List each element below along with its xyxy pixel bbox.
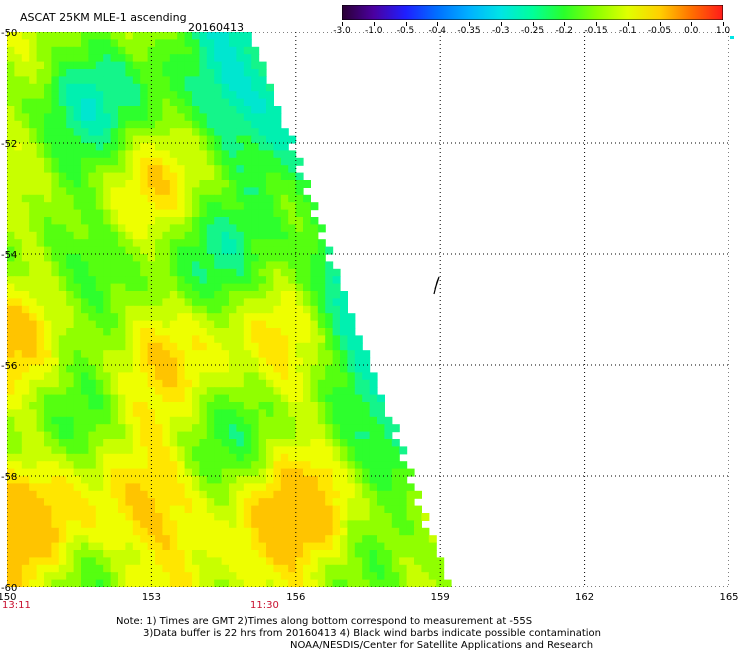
colorbar-tick: [500, 22, 502, 26]
colorbar-label: -3.0: [333, 26, 351, 36]
colorbar-tick: [564, 22, 566, 26]
colorbar-label: -0.05: [647, 26, 672, 36]
colorbar-tick: [437, 22, 439, 26]
colorbar-label: 0.0: [684, 26, 699, 36]
longitude-label: 156: [286, 592, 306, 603]
note-line-3: NOAA/NESDIS/Center for Satellite Applica…: [290, 640, 594, 651]
map-date: 20160413: [188, 21, 244, 34]
colorbar-tick: [596, 22, 597, 26]
latitude-label: -58: [1, 472, 18, 483]
longitude-label: 162: [575, 592, 595, 603]
colorbar-label: -0.4: [428, 26, 447, 36]
colorbar-tick: [405, 22, 407, 26]
latitude-label: -54: [1, 250, 18, 261]
longitude-label: 165: [719, 592, 739, 603]
latitude-label: -52: [1, 139, 18, 150]
colorbar-label: -0.1: [618, 26, 637, 36]
colorbar-label: -1.0: [364, 26, 383, 36]
time-label: 11:30: [250, 600, 279, 611]
colorbar-tick: [373, 22, 375, 26]
colorbar-label: -0.5: [396, 26, 415, 36]
colorbar-label: -0.25: [520, 26, 545, 36]
ascat-map: [6, 31, 730, 588]
longitude-label: 150: [0, 592, 17, 603]
latitude-label: -60: [1, 583, 18, 594]
colorbar-label: -0.3: [491, 26, 510, 36]
colorbar-label: -0.35: [457, 26, 481, 36]
colorbar-tick: [627, 22, 629, 26]
colorbar-label: 1.0: [715, 26, 731, 36]
wind-barb-icon: [433, 276, 440, 295]
colorbar-label: -0.2: [555, 26, 574, 36]
latitude-label: -50: [1, 28, 18, 39]
swath-cells: [7, 32, 452, 588]
colorbar-tick: [342, 22, 343, 26]
colorbar-marker: [730, 36, 734, 39]
latitude-label: -56: [1, 361, 18, 372]
note-line-2: 3)Data buffer is 22 hrs from 20160413 4)…: [143, 628, 601, 639]
colorbar-tick: [532, 22, 534, 26]
colorbar-tick: [691, 22, 693, 26]
colorbar-tick: [723, 22, 724, 26]
colorbar-gradient: [341, 4, 724, 21]
map-canvas: [6, 31, 730, 588]
time-label: 13:11: [2, 600, 31, 611]
colorbar: [341, 4, 724, 21]
longitude-label: 153: [141, 592, 161, 603]
colorbar-label: -0.15: [584, 26, 608, 36]
colorbar-tick: [659, 22, 661, 26]
colorbar-tick: [469, 22, 470, 26]
longitude-label: 159: [430, 592, 450, 603]
map-title: ASCAT 25KM MLE-1 ascending: [20, 11, 187, 24]
note-line-1: Note: 1) Times are GMT 2)Times along bot…: [116, 616, 533, 627]
